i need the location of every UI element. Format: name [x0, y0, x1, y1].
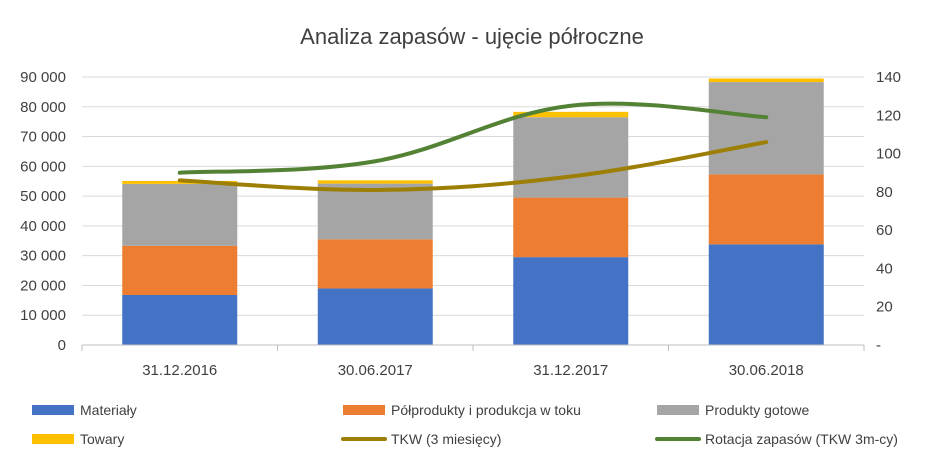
chart-title: Analiza zapasów - ujęcie półroczne	[300, 24, 644, 49]
bar-segment	[317, 288, 433, 345]
legend-label: Materiały	[80, 402, 137, 418]
bar-segment	[513, 111, 629, 118]
bar-segment	[708, 78, 824, 83]
legend-label: Rotacja zapasów (TKW 3m-cy)	[705, 431, 898, 447]
legend-label: Towary	[80, 431, 124, 447]
y-left-tick-label: 0	[58, 337, 66, 354]
y-right-tick-label: 80	[876, 184, 893, 201]
bar-segment	[513, 257, 629, 345]
bar-segment	[708, 174, 824, 245]
bar-segment	[317, 239, 433, 289]
y-left-tick-label: 80 000	[20, 99, 66, 116]
bar-segment	[122, 180, 238, 184]
y-left-tick-label: 90 000	[20, 69, 66, 86]
y-right-tick-label: -	[876, 337, 881, 354]
x-tick-label: 31.12.2017	[533, 362, 608, 379]
y-right-tick-label: 140	[876, 69, 901, 86]
x-tick-label: 30.06.2017	[338, 362, 413, 379]
y-left-tick-label: 70 000	[20, 129, 66, 146]
bar-segment	[122, 294, 238, 345]
legend-label: TKW (3 miesięcy)	[391, 431, 501, 447]
series-line	[177, 101, 769, 175]
bar-segment	[708, 244, 824, 345]
legend-swatch	[32, 405, 74, 415]
y-right-tick-label: 100	[876, 146, 901, 163]
y-right-tick-label: 120	[876, 107, 901, 124]
y-left-tick-label: 10 000	[20, 307, 66, 324]
legend: Materiały Półprodukty i produkcja w toku P…	[32, 402, 898, 447]
y-left-tick-label: 40 000	[20, 218, 66, 235]
legend-swatch	[657, 405, 699, 415]
y-right-tick-label: 20	[876, 299, 893, 316]
legend-swatch	[32, 434, 74, 444]
bar-segment	[513, 197, 629, 258]
bar-segment	[122, 183, 238, 246]
y-left-tick-label: 20 000	[20, 277, 66, 294]
bar-segment	[513, 117, 629, 198]
bars	[122, 78, 824, 345]
y-left-tick-label: 60 000	[20, 158, 66, 175]
y-left-tick-label: 50 000	[20, 188, 66, 205]
bar-segment	[317, 183, 433, 240]
bar-segment	[317, 180, 433, 184]
x-tick-label: 30.06.2018	[729, 362, 804, 379]
y-right-tick-label: 40	[876, 260, 893, 277]
lines	[177, 101, 769, 192]
y-right-tick-label: 60	[876, 222, 893, 239]
bar-segment	[122, 245, 238, 295]
legend-label: Półprodukty i produkcja w toku	[391, 402, 581, 418]
axes: 0 10 000 20 000 30 000 40 000 50 000 60 000 70 …	[20, 69, 901, 379]
series-line	[177, 140, 769, 192]
y-left-tick-label: 30 000	[20, 248, 66, 265]
legend-swatch	[343, 405, 385, 415]
x-tick-label: 31.12.2016	[142, 362, 217, 379]
legend-label: Produkty gotowe	[705, 402, 809, 418]
bar-segment	[708, 82, 824, 175]
